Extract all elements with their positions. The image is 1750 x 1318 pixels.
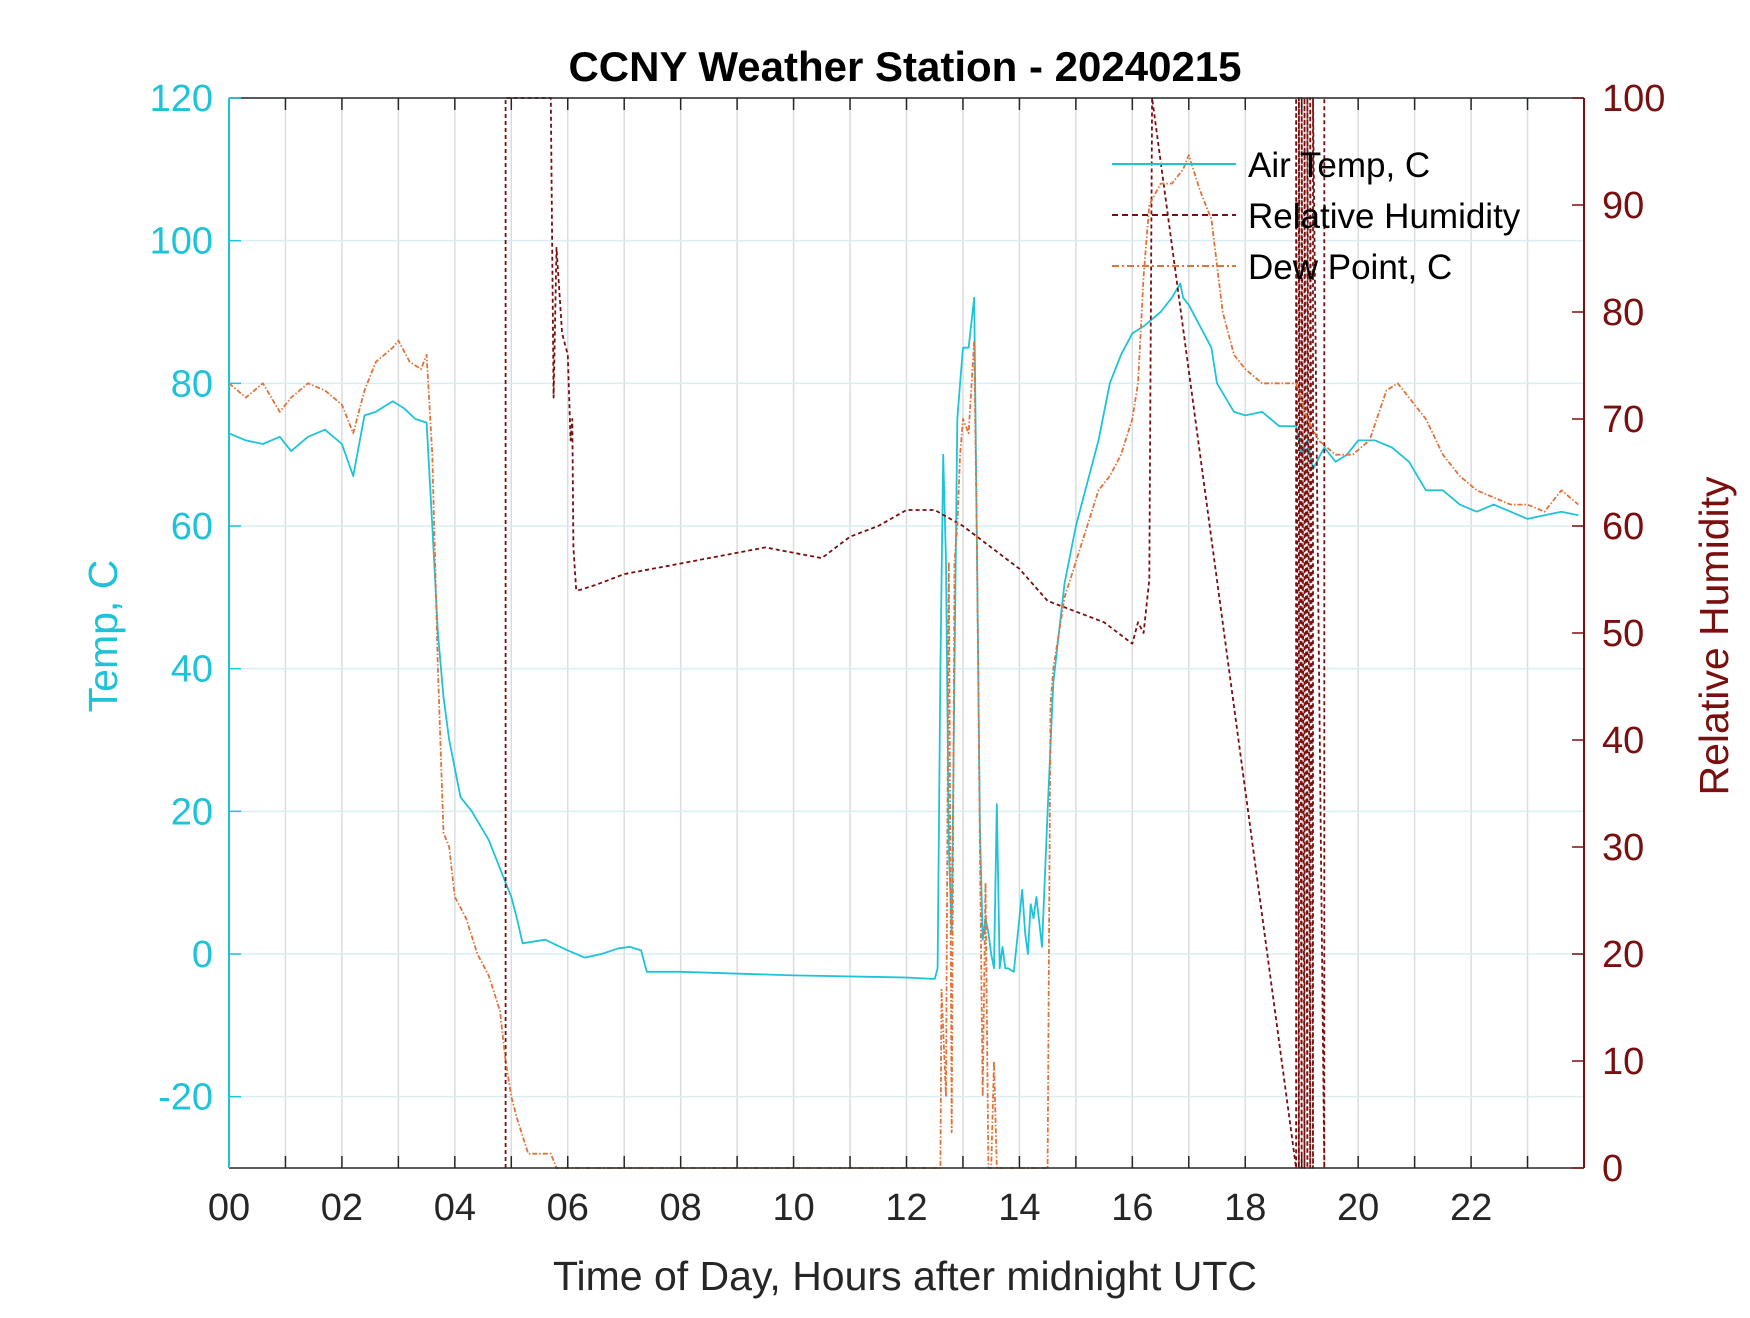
y-right-tick-label: 70 xyxy=(1602,399,1644,441)
y-right-tick-label: 20 xyxy=(1602,934,1644,976)
y-right-tick-label: 60 xyxy=(1602,506,1644,548)
y-axis-right-label: Relative Humidity xyxy=(1691,476,1737,795)
y-right-tick-label: 40 xyxy=(1602,720,1644,762)
x-tick-label: 22 xyxy=(1450,1187,1492,1229)
y-right-tick-label: 0 xyxy=(1602,1148,1623,1190)
x-tick-label: 18 xyxy=(1224,1187,1266,1229)
x-tick-label: 16 xyxy=(1111,1187,1153,1229)
y-left-tick-label: 40 xyxy=(171,649,213,691)
x-tick-label: 00 xyxy=(208,1187,250,1229)
legend: Air Temp, C Relative Humidity Dew Point, C xyxy=(1112,146,1521,287)
x-tick-label: 12 xyxy=(885,1187,927,1229)
y-left-tick-label: 20 xyxy=(171,791,213,833)
y-left-tick-label: 100 xyxy=(150,221,213,263)
y-right-tick-label: 100 xyxy=(1602,78,1665,120)
axes-layer: 00 02 04 06 08 10 12 14 16 18 20 22-200204060801001… xyxy=(150,78,1666,1229)
chart-title: CCNY Weather Station - 20240215 xyxy=(568,43,1241,90)
x-tick-label: 14 xyxy=(998,1187,1040,1229)
y-right-tick-label: 50 xyxy=(1602,613,1644,655)
legend-label-1: Relative Humidity xyxy=(1248,197,1521,236)
legend-label-2: Dew Point, C xyxy=(1248,248,1452,287)
y-left-tick-label: 60 xyxy=(171,506,213,548)
y-axis-left-label: Temp, C xyxy=(80,560,126,713)
x-tick-label: 02 xyxy=(321,1187,363,1229)
y-right-tick-label: 10 xyxy=(1602,1041,1644,1083)
y-left-tick-label: 80 xyxy=(171,363,213,405)
legend-label-0: Air Temp, C xyxy=(1248,146,1430,185)
y-right-tick-label: 90 xyxy=(1602,185,1644,227)
x-tick-label: 20 xyxy=(1337,1187,1379,1229)
y-left-tick-label: 120 xyxy=(150,78,213,120)
series-line-0 xyxy=(228,282,1579,980)
series-line-2 xyxy=(228,154,1579,1169)
y-left-tick-label: -20 xyxy=(158,1077,213,1119)
series-layer xyxy=(228,97,1579,1169)
x-tick-label: 06 xyxy=(547,1187,589,1229)
x-tick-label: 04 xyxy=(434,1187,476,1229)
y-right-tick-label: 80 xyxy=(1602,292,1644,334)
x-axis-label: Time of Day, Hours after midnight UTC xyxy=(553,1253,1257,1299)
y-right-tick-label: 30 xyxy=(1602,827,1644,869)
x-tick-label: 08 xyxy=(660,1187,702,1229)
x-tick-label: 10 xyxy=(772,1187,814,1229)
grid-layer xyxy=(229,97,1584,1168)
series-line-1 xyxy=(504,97,1326,1169)
y-left-tick-label: 0 xyxy=(192,934,213,976)
